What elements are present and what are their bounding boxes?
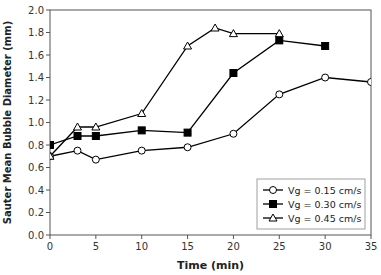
point [184, 129, 191, 136]
x-tick [279, 235, 280, 239]
series-line [50, 78, 371, 160]
y-tick-label: 1.8 [28, 27, 44, 38]
plot-area [50, 10, 371, 235]
point [230, 130, 237, 137]
y-tick-label: 1.2 [28, 95, 44, 106]
y-tick [46, 167, 50, 168]
point [74, 147, 81, 154]
point [92, 123, 100, 130]
x-tick [141, 235, 142, 239]
x-tick-label: 10 [135, 241, 148, 252]
y-tick-label: 0.2 [28, 207, 44, 218]
y-tick [46, 212, 50, 213]
x-tick [325, 235, 326, 239]
point [368, 79, 372, 86]
legend-label: Vg = 0.45 cm/s [288, 213, 361, 224]
y-tick [46, 32, 50, 33]
x-tick-label: 5 [93, 241, 99, 252]
y-axis-label: Sauter Mean Bubble Diameter (mm) [2, 21, 13, 225]
point [138, 110, 146, 117]
series-line [50, 40, 325, 145]
point [322, 43, 329, 50]
point [74, 123, 82, 130]
point [322, 74, 329, 81]
y-tick [46, 145, 50, 146]
y-tick-label: 1.0 [28, 117, 44, 128]
legend: Vg = 0.15 cm/s Vg = 0.30 cm/s Vg = 0.45 cm… [257, 179, 365, 229]
legend-label: Vg = 0.30 cm/s [288, 199, 361, 210]
y-tick [46, 122, 50, 123]
point [138, 147, 145, 154]
point [211, 24, 219, 31]
x-tick [233, 235, 234, 239]
point [138, 127, 145, 134]
x-tick-label: 25 [273, 241, 286, 252]
point [50, 142, 54, 149]
point [74, 133, 81, 140]
point [50, 152, 54, 159]
legend-marker [270, 187, 277, 194]
y-tick [46, 55, 50, 56]
series-group [50, 24, 371, 163]
y-tick [46, 77, 50, 78]
x-tick [50, 235, 51, 239]
series-line [50, 28, 279, 156]
y-tick-label: 2.0 [28, 5, 44, 16]
chart: 0 5 10 15 20 25 30 35 0.0 0.2 0.4 0.6 0.8 1.0 1.2 1.4 1.… [0, 0, 381, 275]
y-tick [46, 10, 50, 11]
x-tick [95, 235, 96, 239]
x-tick [371, 235, 372, 239]
y-tick-label: 1.4 [28, 72, 44, 83]
point [184, 144, 191, 151]
y-tick [46, 100, 50, 101]
y-tick-label: 0.8 [28, 140, 44, 151]
point [276, 37, 283, 44]
x-tick-label: 15 [181, 241, 194, 252]
plot-frame [50, 10, 371, 235]
legend-marker [269, 214, 277, 221]
y-tick [46, 235, 50, 236]
y-tick [46, 190, 50, 191]
point [230, 70, 237, 77]
point [275, 30, 283, 37]
point [92, 133, 99, 140]
x-axis-label: Time (min) [177, 259, 244, 272]
point [229, 30, 237, 37]
legend-box [257, 179, 365, 229]
point [276, 91, 283, 98]
y-tick-label: 0.0 [28, 230, 44, 241]
x-tick-label: 35 [365, 241, 378, 252]
x-tick-label: 0 [47, 241, 53, 252]
y-tick-label: 0.4 [28, 185, 44, 196]
legend-marker [270, 201, 277, 208]
y-tick-label: 0.6 [28, 162, 44, 173]
x-tick-label: 30 [319, 241, 332, 252]
y-tick-label: 1.6 [28, 50, 44, 61]
x-tick [187, 235, 188, 239]
legend-label: Vg = 0.15 cm/s [288, 185, 361, 196]
point [92, 156, 99, 163]
point [184, 42, 192, 49]
x-tick-label: 20 [227, 241, 240, 252]
